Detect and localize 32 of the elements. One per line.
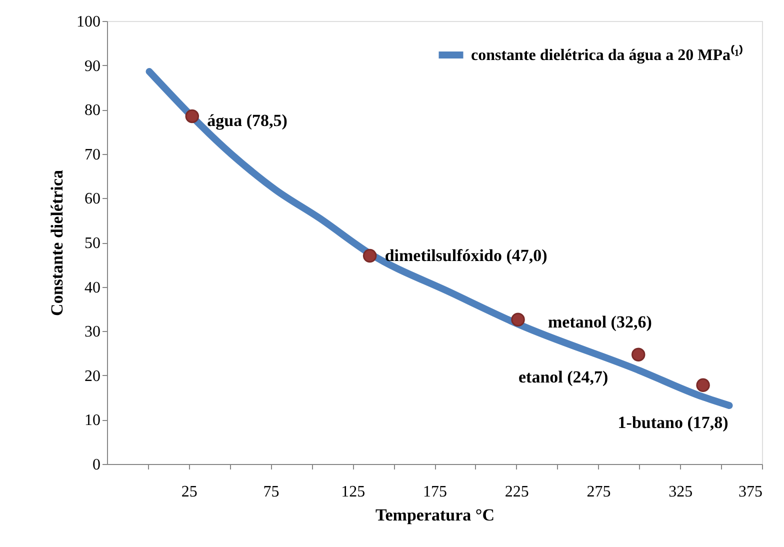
annotation: etanol (24,7) — [518, 368, 608, 387]
y-tick-label: 50 — [84, 235, 100, 252]
x-axis-title: Temperatura °C — [375, 506, 495, 524]
point — [631, 348, 646, 362]
y-tick-label: 80 — [84, 102, 100, 120]
legend-label: constante dielétrica da água a 20 MPa⁽¹⁾ — [471, 45, 744, 64]
x-tick-label: 275 — [586, 484, 611, 500]
x-tick-label: 75 — [263, 484, 280, 500]
y-tick-label: 40 — [84, 279, 100, 296]
x-tick-label: 125 — [341, 484, 366, 500]
x-tick-label: 325 — [668, 484, 693, 500]
y-tick-label: 70 — [84, 146, 100, 164]
point — [185, 109, 200, 124]
annotation: metanol (32,6) — [548, 312, 652, 332]
y-tick-label: 10 — [84, 412, 100, 430]
annotation: dimetilsulfóxido (47,0) — [384, 246, 548, 265]
x-tick-label: 175 — [423, 484, 447, 500]
point — [511, 312, 525, 326]
x-tick-label: 375 — [738, 484, 762, 500]
y-tick-label: 30 — [84, 324, 100, 341]
y-tick-label: 90 — [84, 58, 100, 75]
y-tick-label: 60 — [84, 190, 100, 208]
point — [362, 248, 377, 263]
y-axis-title: Constante dielétrica — [48, 170, 66, 316]
y-tick-label: 0 — [92, 456, 100, 474]
x-tick-label: 25 — [181, 484, 198, 500]
annotation: 1-butano (17,8) — [618, 413, 728, 432]
y-tick-label: 100 — [76, 14, 100, 30]
y-tick-label: 20 — [84, 368, 100, 385]
annotation: água (78,5) — [207, 111, 288, 130]
point — [696, 378, 710, 392]
x-tick-label: 225 — [504, 484, 529, 500]
